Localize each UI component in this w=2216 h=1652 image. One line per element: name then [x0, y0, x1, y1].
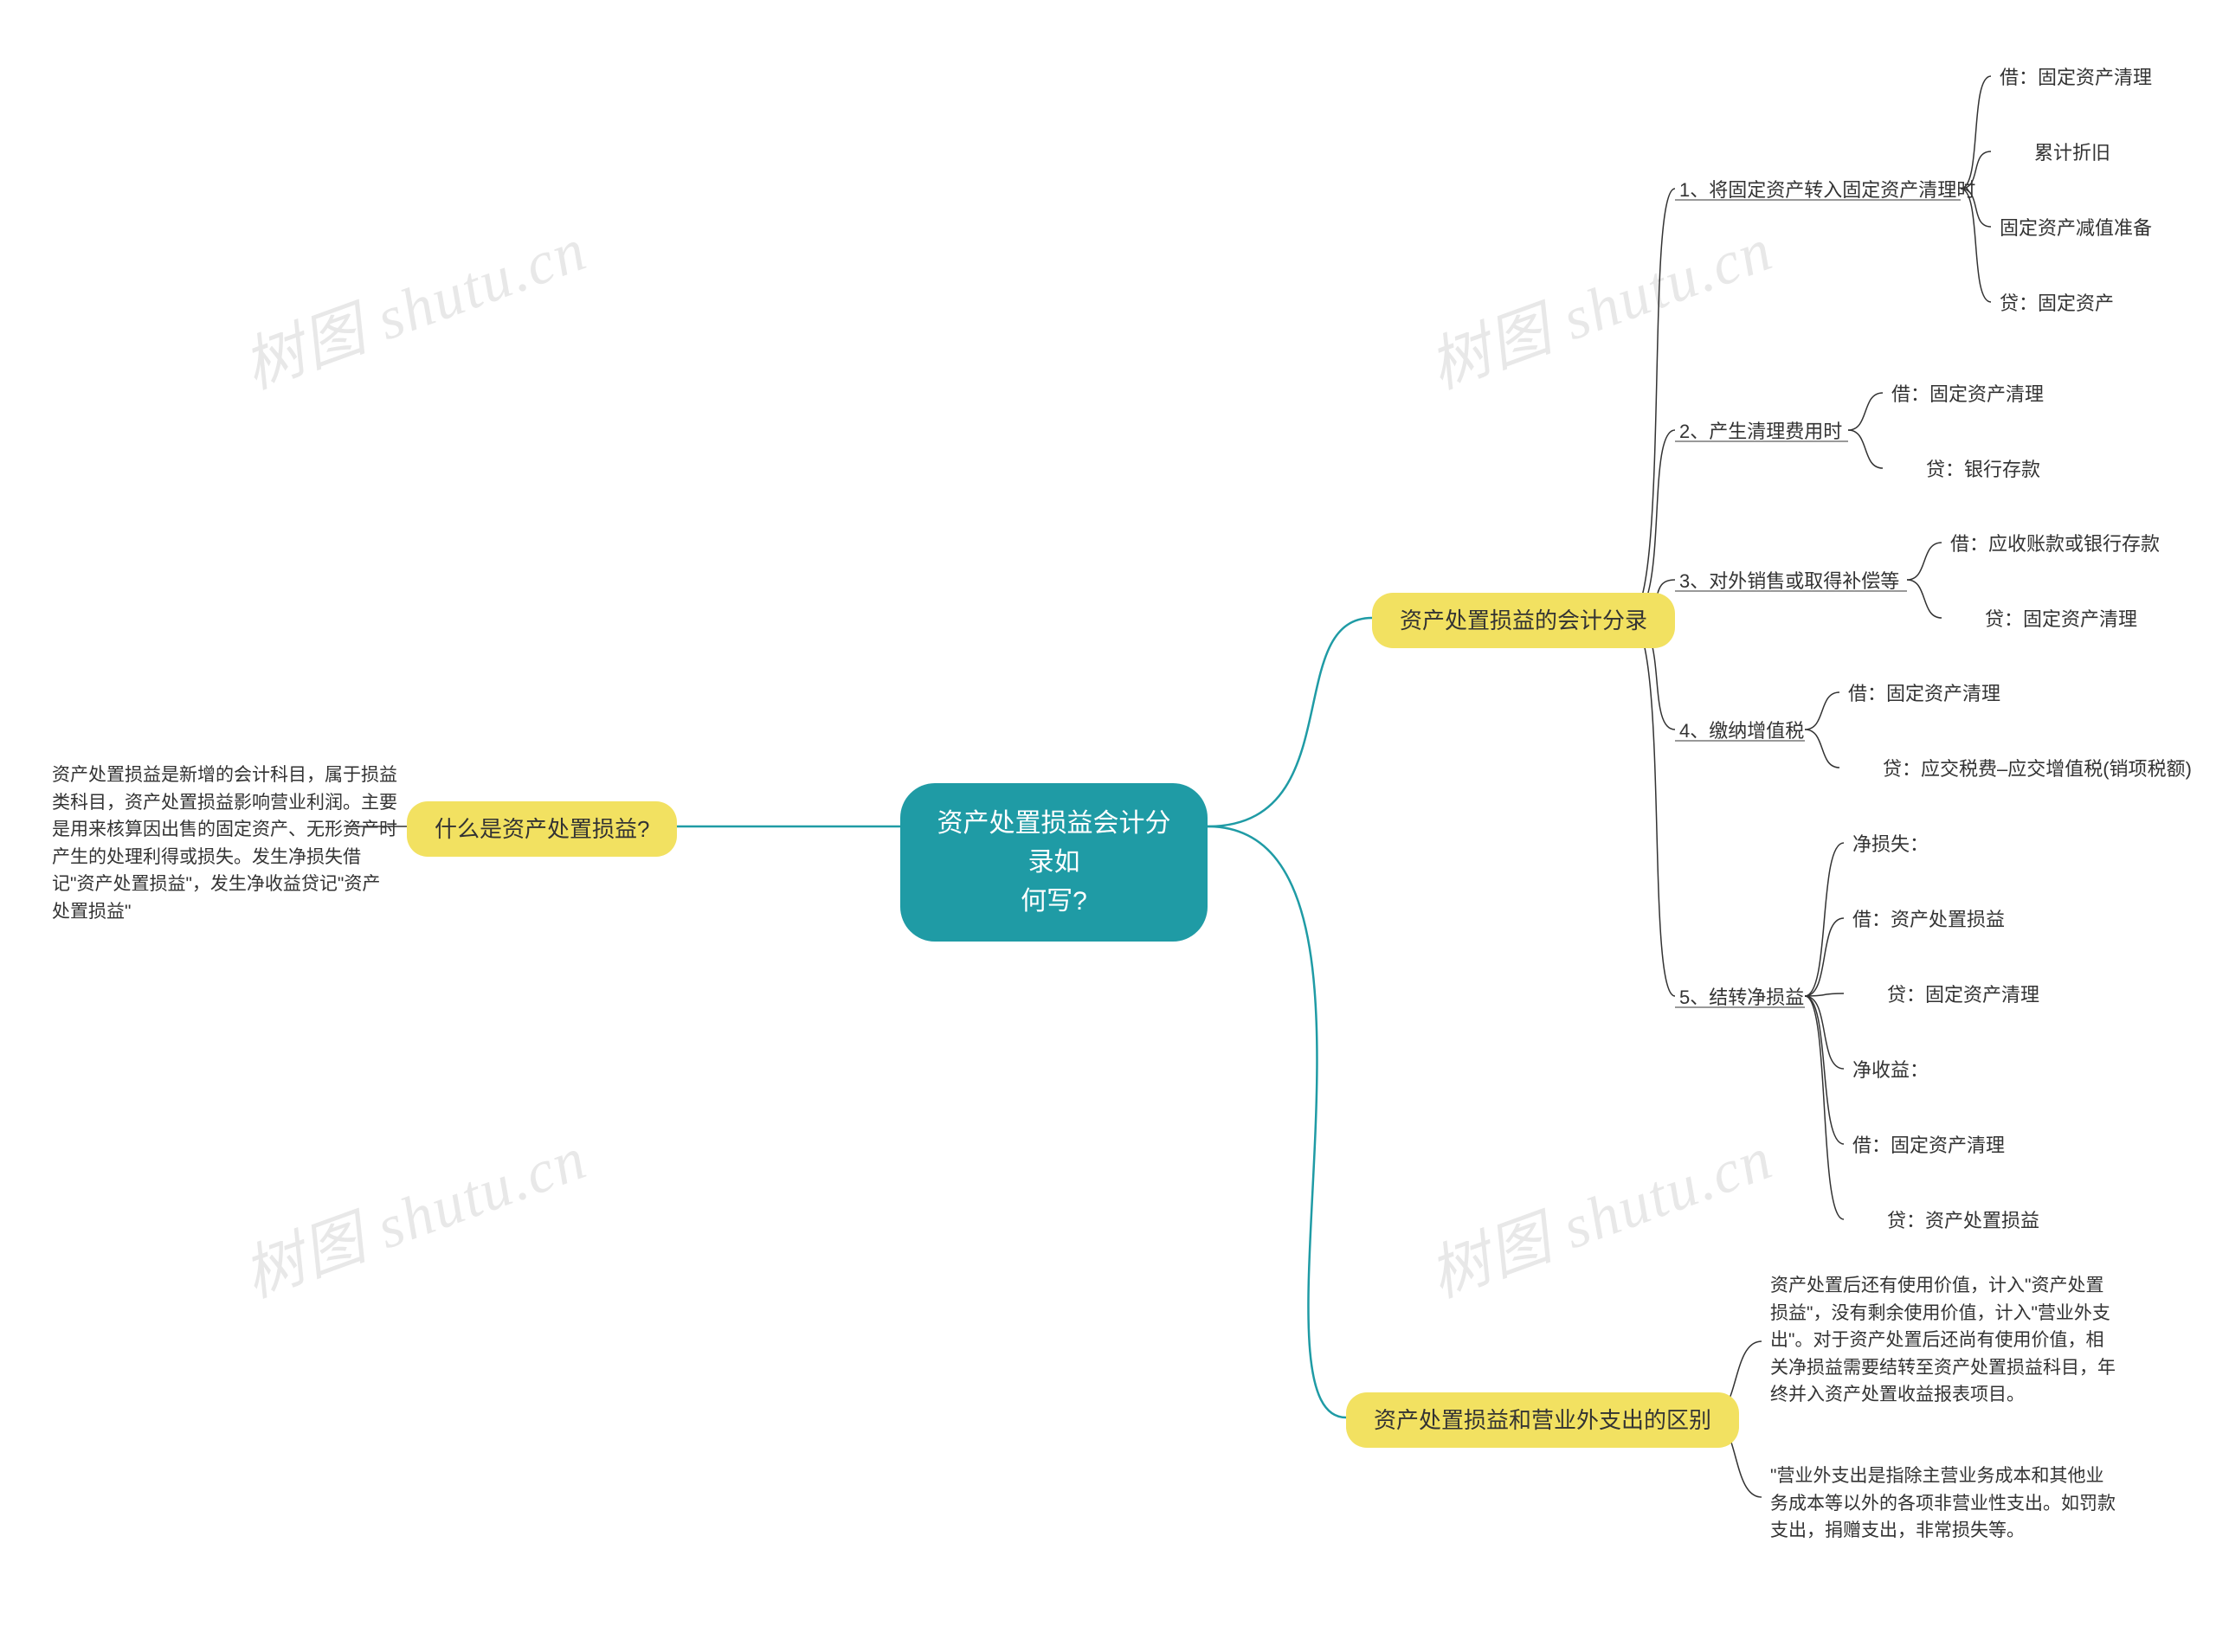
watermark: 树图 shutu.cn — [229, 1109, 596, 1315]
left-body: 资产处置损益是新增的会计科目，属于损益类科目，资产处置损益影响营业利润。主要是用… — [52, 762, 398, 925]
watermark: 树图 shutu.cn — [1415, 1109, 1782, 1315]
b1-s3-title: 3、对外销售或取得补偿等 — [1679, 567, 1899, 595]
b1-s5-i1: 净损失： — [1852, 830, 1929, 858]
b1-s5-title: 5、结转净损益 — [1679, 983, 1804, 1012]
b1-s1-i4: 贷：固定资产 — [2000, 289, 2114, 318]
b1-s3-i2: 贷：固定资产清理 — [1985, 605, 2137, 633]
root-title-line1: 资产处置损益会计分录如 — [937, 809, 1171, 877]
b2-i2: "营业外支出是指除主营业务成本和其他业务成本等以外的各项非营业性支出。如罚款支出… — [1770, 1462, 2116, 1545]
root-title-line2: 何写? — [1021, 887, 1087, 916]
b1-s4-title: 4、缴纳增值税 — [1679, 717, 1804, 745]
b2-i1: 资产处置后还有使用价值，计入"资产处置损益"，没有剩余使用价值，计入"营业外支出… — [1770, 1272, 2116, 1409]
b1-s1-i2: 累计折旧 — [2034, 138, 2110, 167]
b1-s5-i3: 贷：固定资产清理 — [1887, 980, 2039, 1009]
b1-s5-i4: 净收益： — [1852, 1056, 1929, 1084]
b1-s1-i1: 借：固定资产清理 — [2000, 63, 2152, 92]
root-node: 资产处置损益会计分录如 何写? — [900, 783, 1208, 942]
watermark: 树图 shutu.cn — [1415, 201, 1782, 406]
b1-s5-i6: 贷：资产处置损益 — [1887, 1206, 2039, 1235]
b1-s4-i1: 借：固定资产清理 — [1848, 679, 2000, 708]
b1-s5-i2: 借：资产处置损益 — [1852, 905, 2005, 934]
b1-s2-title: 2、产生清理费用时 — [1679, 417, 1842, 446]
b1-s2-i2: 贷：银行存款 — [1926, 455, 2040, 484]
b1-s1-i3: 固定资产减值准备 — [2000, 214, 2152, 242]
left-topic: 什么是资产处置损益? — [407, 801, 677, 857]
b1-s1-title: 1、将固定资产转入固定资产清理时 — [1679, 176, 1975, 204]
b1-s2-i1: 借：固定资产清理 — [1891, 380, 2044, 408]
watermark: 树图 shutu.cn — [229, 201, 596, 406]
b1-s5-i5: 借：固定资产清理 — [1852, 1131, 2005, 1160]
b1-s4-i2: 贷：应交税费–应交增值税(销项税额) — [1883, 755, 2192, 783]
b1-s3-i1: 借：应收账款或银行存款 — [1950, 530, 2160, 558]
b1-topic: 资产处置损益的会计分录 — [1372, 593, 1675, 648]
b2-topic: 资产处置损益和营业外支出的区别 — [1346, 1392, 1739, 1448]
